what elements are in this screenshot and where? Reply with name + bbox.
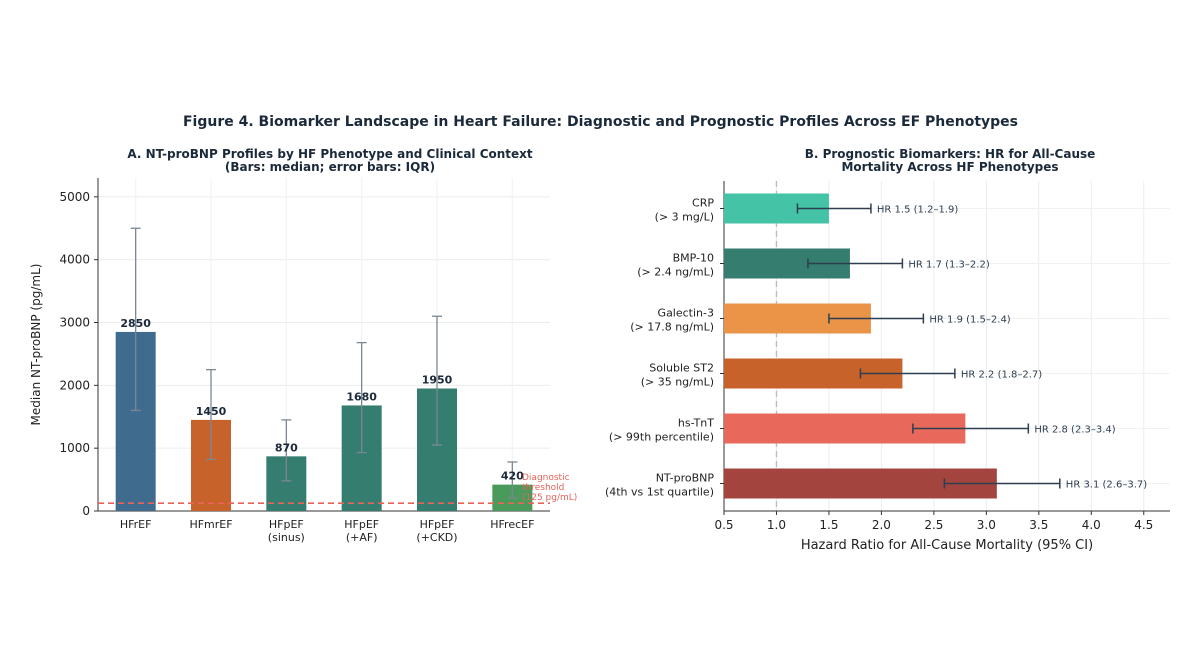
panel-b-x-tick-label: 0.5 — [714, 518, 733, 532]
panel-a-x-tick-label: (+AF) — [346, 531, 378, 544]
panel-a-bar-value-label: 870 — [275, 441, 298, 454]
panel-b-y-tick-label: BMP-10 — [673, 252, 714, 265]
panel-b-y-tick-label: hs-TnT — [678, 417, 714, 430]
panel-b-x-tick-label: 1.5 — [819, 518, 838, 532]
panel-a-y-tick-label: 2000 — [59, 378, 90, 392]
panel-a-threshold-label: (125 pg/mL) — [522, 493, 577, 503]
panel-b-hr-label: HR 2.2 (1.8–2.7) — [961, 370, 1042, 381]
panel-a-x-tick-label: HFrecEF — [490, 518, 534, 531]
panel-b-y-tick-label: CRP — [692, 197, 714, 210]
panel-a-threshold-label: Diagnostic — [522, 473, 570, 483]
panel-b-y-tick-label-sub: (4th vs 1st quartile) — [605, 486, 714, 499]
panel-a-bar-value-label: 420 — [501, 470, 524, 483]
panel-b-x-tick-label: 1.0 — [767, 518, 786, 532]
panel-a-x-tick-label: (sinus) — [268, 531, 305, 544]
panel-b-x-tick-label: 2.5 — [924, 518, 943, 532]
panel-b-title: B. Prognostic Biomarkers: HR for All-Cau… — [700, 148, 1200, 174]
panel-a-y-axis-label: Median NT-proBNP (pg/mL) — [29, 264, 43, 426]
panel-b-x-tick-label: 3.0 — [977, 518, 996, 532]
panel-b-x-tick-label: 3.5 — [1029, 518, 1048, 532]
panel-b-y-tick-label-sub: (> 99th percentile) — [609, 431, 714, 444]
panel-a-y-tick-label: 0 — [82, 504, 90, 518]
panel-b-hr-label: HR 1.7 (1.3–2.2) — [908, 260, 989, 271]
panel-a-x-tick-label: HFmrEF — [189, 518, 232, 531]
panel-b-hr-label: HR 2.8 (2.3–3.4) — [1034, 425, 1115, 436]
panel-b-y-tick-label-sub: (> 3 mg/L) — [655, 211, 714, 224]
panel-b-y-tick-label-sub: (> 35 ng/mL) — [641, 376, 714, 389]
panel-a-title-line1: A. NT-proBNP Profiles by HF Phenotype an… — [127, 147, 533, 161]
panel-a-bar-value-label: 2850 — [120, 317, 151, 330]
panel-a-bar-value-label: 1680 — [346, 390, 377, 403]
panel-a-y-tick-label: 5000 — [59, 190, 90, 204]
panel-b-title-line2: Mortality Across HF Phenotypes — [841, 160, 1059, 174]
panel-a-bar-value-label: 1450 — [196, 405, 227, 418]
panel-a-x-tick-label: HFpEF — [420, 518, 455, 531]
panel-a-x-tick-label: HFrEF — [120, 518, 152, 531]
panel-b-hr-label: HR 1.5 (1.2–1.9) — [877, 205, 958, 216]
panel-a-y-tick-label: 4000 — [59, 253, 90, 267]
figure-title: Figure 4. Biomarker Landscape in Heart F… — [182, 114, 1019, 130]
panel-a-title-line2: (Bars: median; error bars: IQR) — [224, 160, 436, 174]
panel-a-x-tick-label: HFpEF — [269, 518, 304, 531]
panel-b-hr-label: HR 1.9 (1.5–2.4) — [929, 315, 1010, 326]
panel-a-y-tick-label: 1000 — [59, 441, 90, 455]
panel-a-y-tick-label: 3000 — [59, 316, 90, 330]
panel-a-threshold-label: threshold — [522, 483, 564, 493]
panel-a-title: A. NT-proBNP Profiles by HF Phenotype an… — [40, 148, 620, 174]
panel-b-x-axis-label: Hazard Ratio for All-Cause Mortality (95… — [801, 538, 1093, 553]
panel-b-x-tick-label: 4.0 — [1082, 518, 1101, 532]
panel-b-title-line1: B. Prognostic Biomarkers: HR for All-Cau… — [804, 147, 1096, 161]
panel-b-x-tick-label: 4.5 — [1134, 518, 1153, 532]
panel-b-y-tick-label: Galectin-3 — [658, 307, 714, 320]
panel-b-y-tick-label: Soluble ST2 — [649, 362, 714, 375]
panel-b-x-tick-label: 2.0 — [872, 518, 891, 532]
panel-b-y-tick-label: NT-proBNP — [656, 472, 715, 485]
panel-b-y-tick-label-sub: (> 17.8 ng/mL) — [630, 321, 714, 334]
panel-b-hr-label: HR 3.1 (2.6–3.7) — [1066, 480, 1147, 491]
panel-a-x-tick-label: (+CKD) — [416, 531, 457, 544]
panel-a-x-tick-label: HFpEF — [344, 518, 379, 531]
panel-a-bar-value-label: 1950 — [422, 373, 453, 386]
panel-b-y-tick-label-sub: (> 2.4 ng/mL) — [637, 266, 714, 279]
